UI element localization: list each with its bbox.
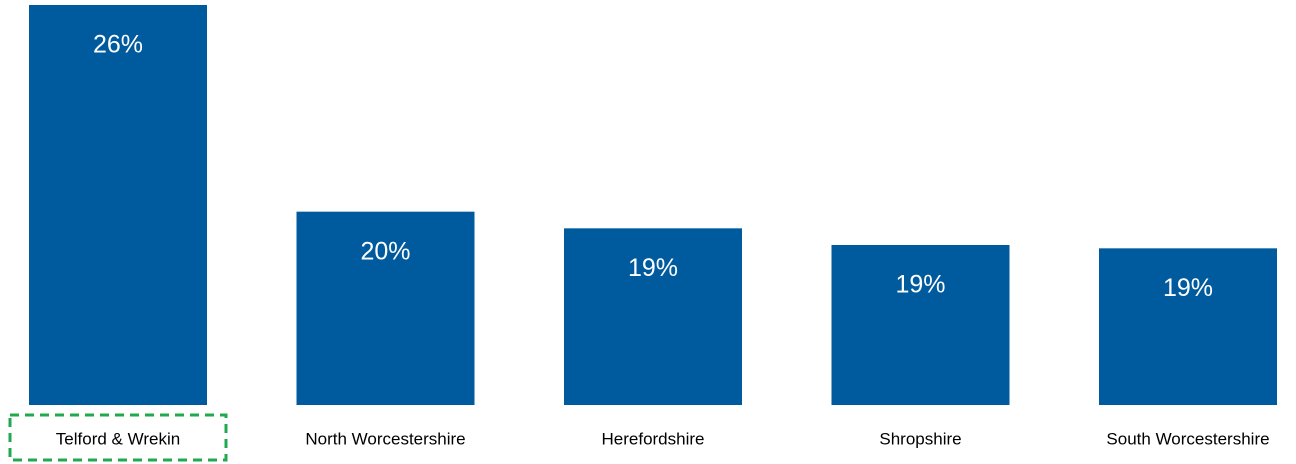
x-tick-label: Herefordshire <box>602 429 705 448</box>
bar <box>29 5 207 405</box>
bar <box>831 245 1010 405</box>
bar <box>564 228 742 405</box>
x-tick-label: North Worcestershire <box>305 429 465 448</box>
bar <box>296 211 475 405</box>
data-label: 20% <box>360 237 410 265</box>
bar <box>1099 248 1277 405</box>
x-tick-label: Telford & Wrekin <box>56 429 180 448</box>
highlight-box <box>8 413 228 462</box>
x-tick-label: South Worcestershire <box>1106 429 1269 448</box>
data-label: 19% <box>628 254 678 282</box>
data-label: 19% <box>1163 274 1213 302</box>
x-tick-label: Shropshire <box>879 429 961 448</box>
data-label: 26% <box>93 31 143 59</box>
data-label: 19% <box>895 271 945 299</box>
